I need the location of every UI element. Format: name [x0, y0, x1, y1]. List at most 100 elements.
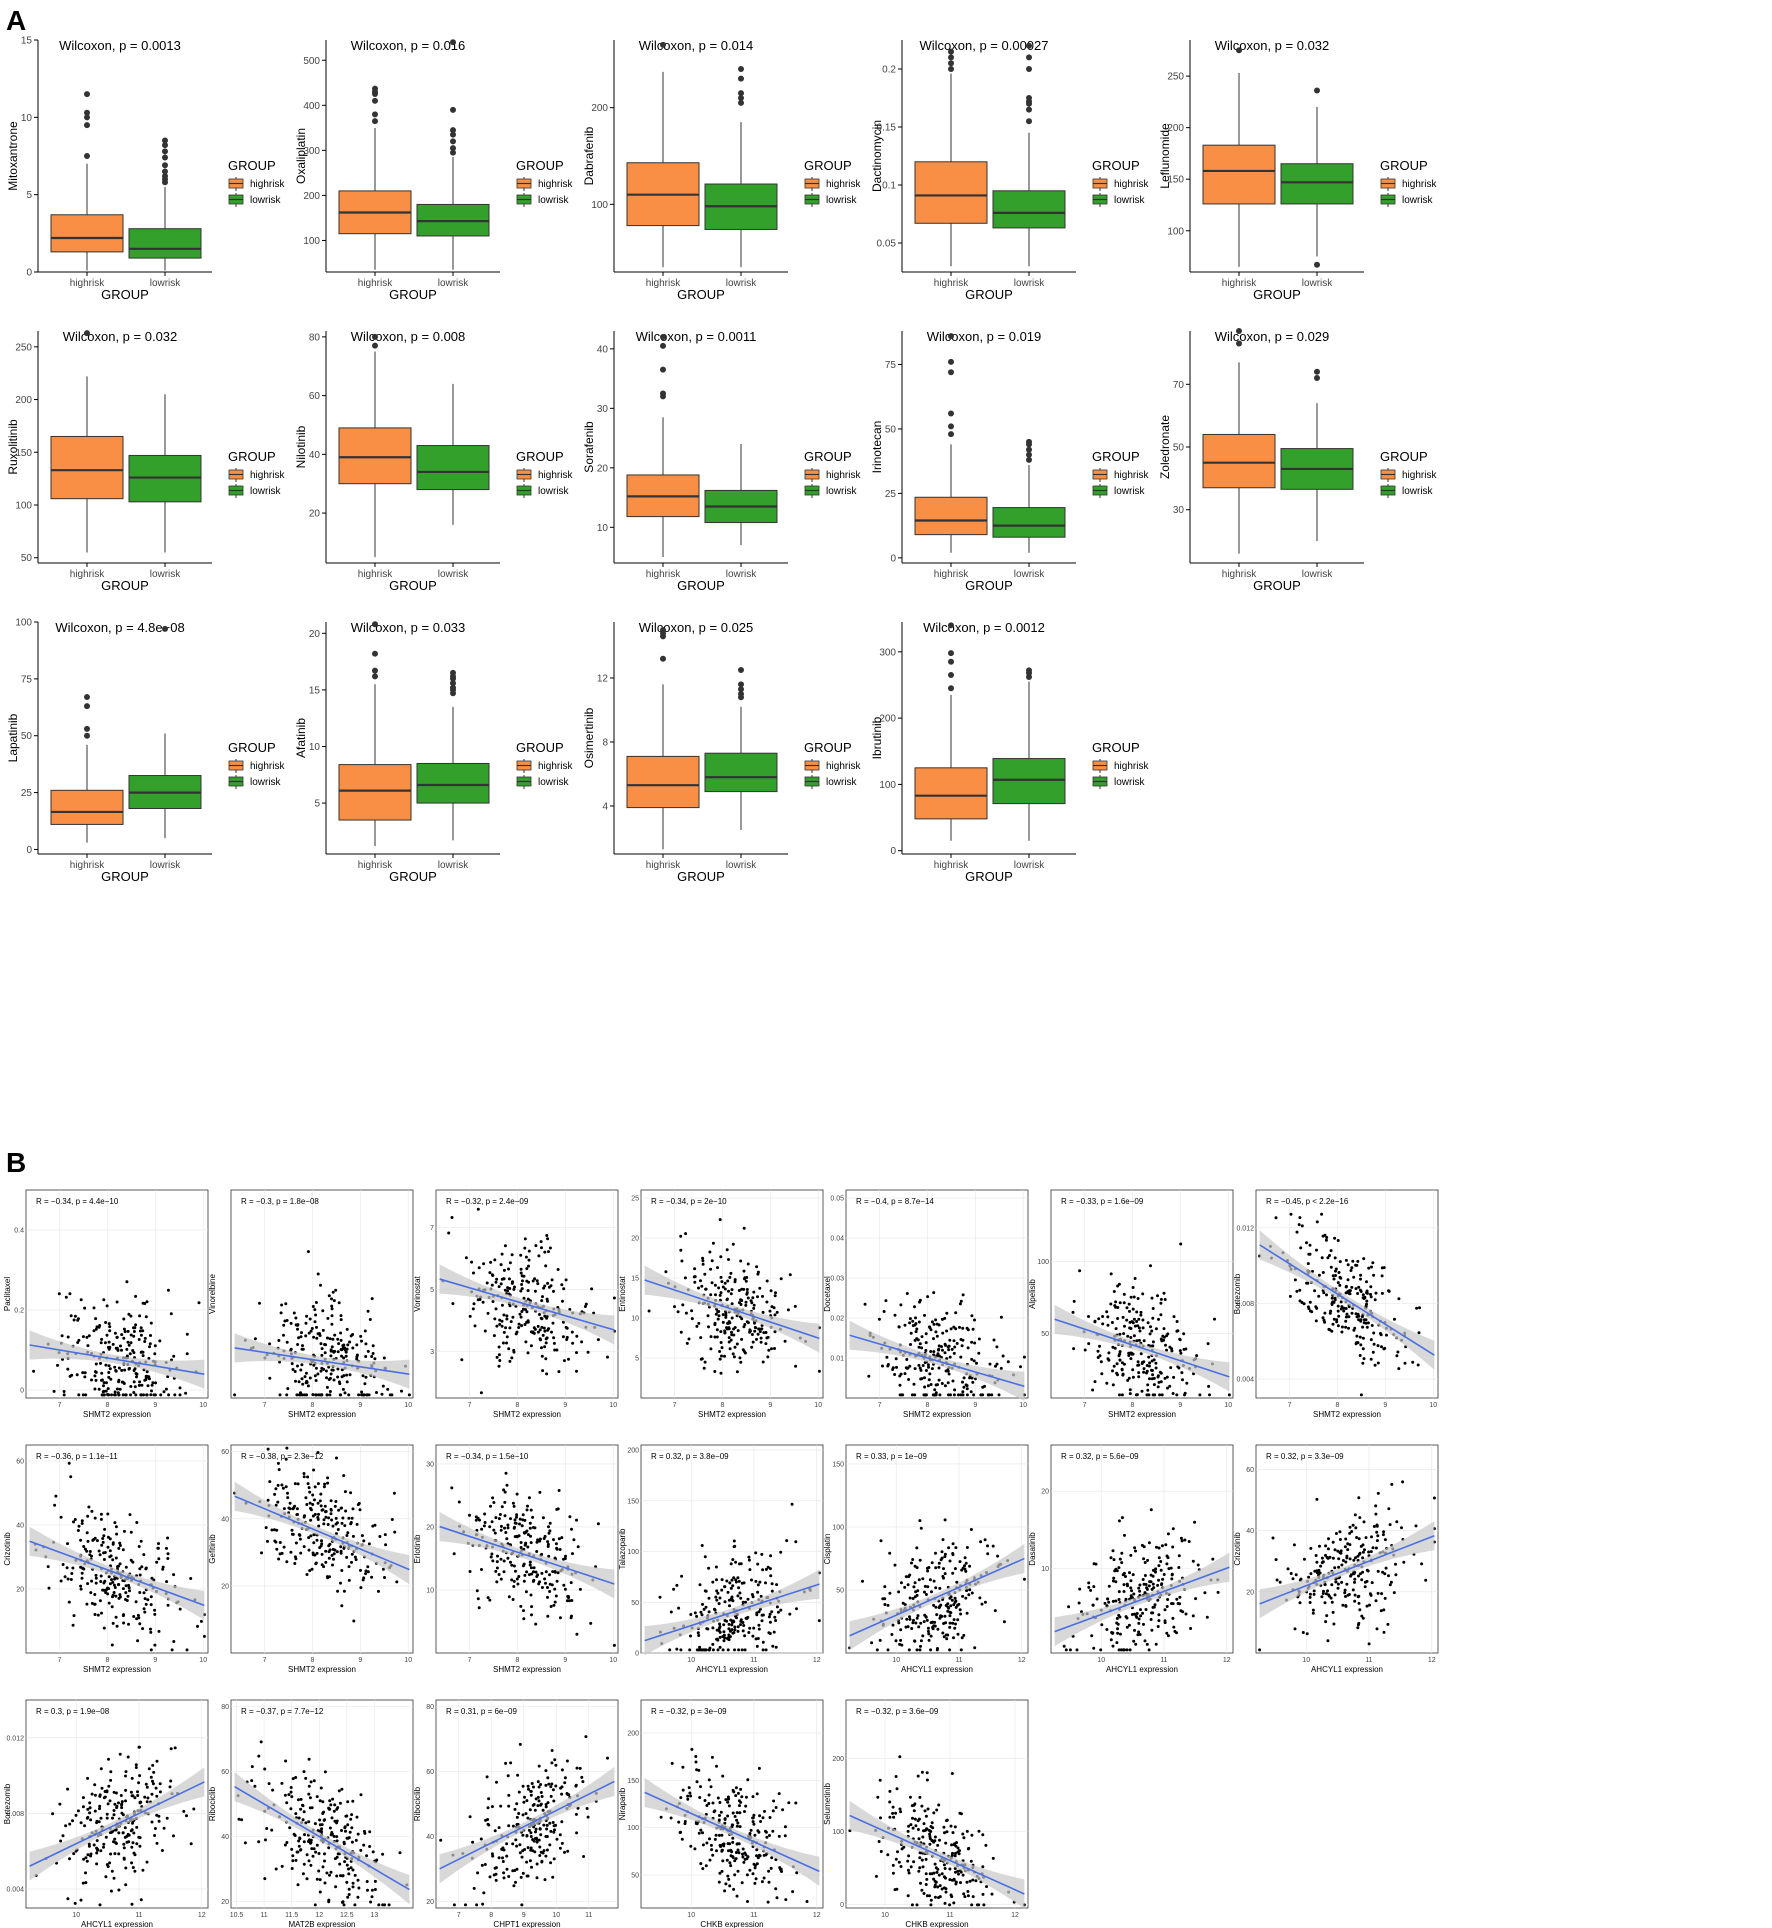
x-tick-label: highrisk: [358, 569, 393, 580]
plot-title: Wilcoxon, p = 0.008: [351, 329, 466, 344]
data-point: [1153, 1393, 1157, 1397]
data-point: [500, 1319, 504, 1323]
y-tick-label: 0.012: [1236, 1225, 1254, 1232]
data-point: [137, 1338, 141, 1341]
data-point: [740, 1287, 744, 1291]
data-point: [1148, 1332, 1152, 1336]
data-point: [1160, 1583, 1163, 1587]
data-point: [680, 1574, 684, 1578]
data-point: [470, 1260, 474, 1264]
data-point: [153, 1827, 157, 1830]
data-point: [747, 1558, 751, 1562]
data-point: [393, 1530, 397, 1534]
data-point: [132, 1380, 136, 1384]
data-point: [342, 1474, 346, 1478]
data-point: [503, 1500, 507, 1504]
data-point: [1117, 1282, 1121, 1286]
regression-line: [29, 1540, 205, 1607]
x-tick-label: 10: [1224, 1402, 1232, 1409]
data-point: [1095, 1597, 1099, 1601]
data-point: [535, 1575, 539, 1578]
data-point: [575, 1369, 578, 1373]
data-point: [93, 1613, 97, 1616]
data-point: [522, 1562, 526, 1566]
data-point: [893, 1563, 897, 1567]
data-point: [525, 1267, 529, 1271]
legend-title: GROUP: [1380, 158, 1428, 173]
y-tick-label: 200: [303, 191, 320, 202]
outlier-point: [948, 369, 954, 376]
data-point: [1111, 1383, 1115, 1387]
data-point: [764, 1567, 768, 1571]
data-point: [115, 1806, 119, 1810]
data-point: [734, 1578, 738, 1582]
data-point: [1295, 1289, 1299, 1293]
data-point: [943, 1384, 947, 1388]
data-point: [715, 1578, 718, 1582]
data-point: [756, 1583, 760, 1587]
data-point: [169, 1747, 173, 1751]
data-point: [359, 1848, 363, 1852]
data-point: [1366, 1569, 1370, 1573]
data-point: [161, 1567, 165, 1571]
data-point: [1137, 1586, 1141, 1590]
data-point: [278, 1393, 282, 1397]
data-point: [1183, 1538, 1187, 1542]
data-point: [59, 1579, 63, 1583]
data-point: [932, 1603, 936, 1607]
data-point: [1115, 1641, 1119, 1645]
data-point: [368, 1845, 372, 1848]
data-point: [904, 1575, 908, 1579]
data-point: [727, 1622, 731, 1626]
legend-label-highrisk: highrisk: [1114, 761, 1149, 772]
data-point: [1352, 1328, 1356, 1332]
data-point: [1416, 1363, 1420, 1367]
plot-frame: [230, 1444, 414, 1654]
data-point: [97, 1387, 101, 1391]
data-point: [1148, 1377, 1151, 1381]
data-point: [1358, 1551, 1362, 1555]
data-point: [756, 1295, 759, 1299]
data-point: [775, 1605, 779, 1609]
data-point: [565, 1335, 569, 1339]
data-point: [135, 1375, 138, 1379]
x-tick-label: 10: [1302, 1657, 1310, 1664]
data-point: [500, 1324, 504, 1328]
data-point: [794, 1540, 798, 1544]
data-point: [746, 1296, 750, 1300]
data-point: [185, 1352, 189, 1356]
data-point: [472, 1302, 476, 1306]
data-point: [1336, 1324, 1340, 1328]
data-point: [919, 1644, 922, 1648]
data-point: [121, 1393, 125, 1397]
data-point: [336, 1375, 340, 1379]
data-point: [309, 1534, 313, 1538]
data-point: [107, 1587, 111, 1591]
box-iqr: [416, 445, 490, 491]
data-point: [539, 1240, 543, 1244]
data-point: [959, 1355, 963, 1359]
data-point: [960, 1344, 964, 1348]
data-point: [1154, 1567, 1158, 1571]
data-point: [916, 1338, 920, 1342]
data-point: [1120, 1367, 1124, 1371]
data-point: [107, 1757, 110, 1761]
data-point: [82, 1857, 86, 1861]
data-point: [1075, 1648, 1079, 1652]
data-point: [329, 1348, 333, 1352]
data-point: [109, 1889, 113, 1893]
data-point: [1357, 1496, 1361, 1500]
data-point: [1328, 1254, 1331, 1257]
data-point: [1392, 1591, 1396, 1595]
data-point: [553, 1600, 557, 1604]
data-point: [316, 1501, 320, 1505]
data-point: [505, 1341, 508, 1345]
outlier-point: [948, 622, 954, 629]
data-point: [1323, 1233, 1327, 1237]
data-point: [334, 1516, 338, 1520]
y-tick-label: 10: [631, 1316, 639, 1323]
data-point: [1138, 1589, 1142, 1593]
x-tick-label: 9: [153, 1402, 157, 1409]
